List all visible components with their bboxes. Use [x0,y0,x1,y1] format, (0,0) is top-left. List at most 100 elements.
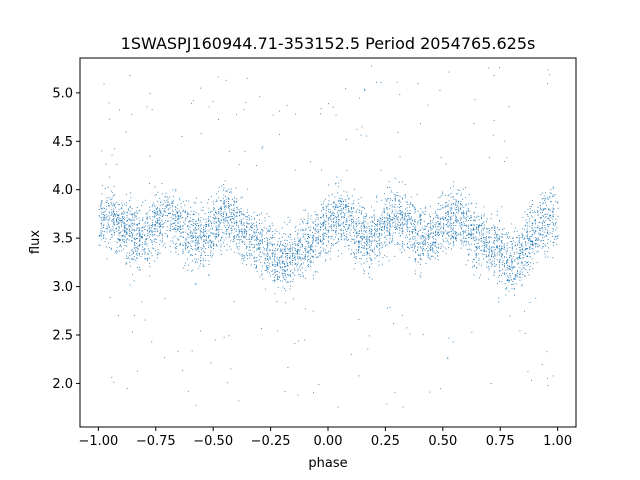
data-point [443,223,444,225]
data-point [517,262,519,264]
data-point [266,227,268,229]
data-point [531,234,533,236]
data-point [330,247,332,249]
data-point [119,227,120,229]
data-point [386,225,388,227]
data-point [449,225,451,227]
data-point [470,220,472,221]
data-point [297,232,299,234]
data-point [103,225,105,226]
data-point [484,237,486,239]
data-point [323,200,325,202]
data-point [129,236,131,237]
data-point [341,253,343,255]
data-point [491,246,493,248]
data-point [371,236,373,238]
data-point [379,251,380,253]
data-point [341,215,343,217]
data-point [252,224,254,226]
data-point [532,268,534,270]
data-point [234,236,236,238]
data-point [207,217,209,219]
data-point [446,202,447,203]
data-point [123,211,125,212]
data-point [193,236,195,238]
data-point [358,198,360,200]
data-point [190,232,192,234]
data-point [485,256,487,258]
data-point [133,242,135,244]
data-point [420,238,422,239]
data-point [466,241,467,243]
data-point [284,272,285,274]
data-point [416,243,418,244]
data-point [428,233,429,235]
data-point [447,357,449,359]
data-point [328,230,329,232]
data-point [328,200,330,202]
data-point [226,215,227,216]
data-point [439,196,441,198]
data-point [258,242,259,244]
data-point [420,215,421,217]
data-point [220,239,222,241]
data-point [104,241,106,242]
data-point [513,283,515,285]
data-point [346,205,348,207]
data-point [246,254,247,256]
data-point [354,235,355,237]
data-point [200,217,202,218]
data-point [209,239,211,241]
data-point [277,276,279,278]
data-point [484,250,486,252]
data-point [404,216,405,218]
data-point [193,229,195,231]
data-point [366,249,368,251]
data-point [491,265,493,267]
data-point [531,241,533,242]
data-point [251,234,253,236]
data-point [547,213,548,215]
data-point [139,240,141,242]
data-point [135,229,137,231]
data-point [230,191,232,192]
data-point [460,217,462,219]
data-point [506,272,507,274]
data-point [363,206,365,208]
data-point [418,254,419,256]
data-point [205,226,207,227]
data-point [314,240,316,242]
data-point [317,271,319,273]
data-point [358,231,360,232]
data-point [555,238,557,240]
data-point [203,225,205,227]
data-point [502,268,503,270]
data-point [100,234,102,236]
data-point [445,202,446,204]
data-point [98,236,100,238]
data-point [544,209,546,211]
data-point [277,248,279,250]
data-point [276,301,278,303]
data-point [341,211,343,213]
data-point [472,233,474,234]
data-point [247,223,249,225]
data-point [154,230,156,232]
data-point [527,271,529,273]
data-point [525,247,527,249]
data-point [550,192,552,194]
data-point [144,235,145,237]
data-point [163,223,165,225]
data-point [457,220,459,222]
data-point [290,257,292,259]
data-point [379,245,380,247]
data-point [238,400,240,402]
data-point [359,236,361,238]
data-point [531,380,532,381]
data-point [341,234,343,236]
data-point [417,221,419,223]
data-point [224,202,225,204]
data-point [197,228,199,230]
data-point [185,244,187,246]
data-point [200,209,202,211]
